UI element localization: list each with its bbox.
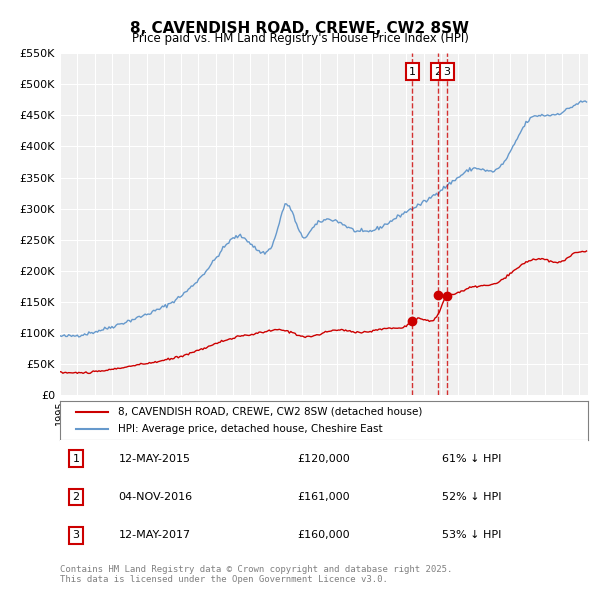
Text: £120,000: £120,000 — [298, 454, 350, 464]
Text: 61% ↓ HPI: 61% ↓ HPI — [442, 454, 502, 464]
Text: 04-NOV-2016: 04-NOV-2016 — [118, 492, 192, 502]
Text: 2: 2 — [72, 492, 79, 502]
Text: 8, CAVENDISH ROAD, CREWE, CW2 8SW (detached house): 8, CAVENDISH ROAD, CREWE, CW2 8SW (detac… — [118, 407, 422, 417]
Text: 1: 1 — [409, 67, 416, 77]
Text: 8, CAVENDISH ROAD, CREWE, CW2 8SW: 8, CAVENDISH ROAD, CREWE, CW2 8SW — [131, 21, 470, 35]
Text: 12-MAY-2015: 12-MAY-2015 — [119, 454, 191, 464]
Text: HPI: Average price, detached house, Cheshire East: HPI: Average price, detached house, Ches… — [118, 424, 383, 434]
Text: 52% ↓ HPI: 52% ↓ HPI — [442, 492, 502, 502]
Text: 53% ↓ HPI: 53% ↓ HPI — [442, 530, 502, 540]
Text: 12-MAY-2017: 12-MAY-2017 — [119, 530, 191, 540]
Text: £161,000: £161,000 — [298, 492, 350, 502]
Text: 2: 2 — [434, 67, 442, 77]
Text: 3: 3 — [73, 530, 79, 540]
Text: £160,000: £160,000 — [298, 530, 350, 540]
Text: Contains HM Land Registry data © Crown copyright and database right 2025.
This d: Contains HM Land Registry data © Crown c… — [60, 565, 452, 584]
Text: Price paid vs. HM Land Registry's House Price Index (HPI): Price paid vs. HM Land Registry's House … — [131, 32, 469, 45]
Text: 1: 1 — [73, 454, 79, 464]
Text: 3: 3 — [443, 67, 451, 77]
